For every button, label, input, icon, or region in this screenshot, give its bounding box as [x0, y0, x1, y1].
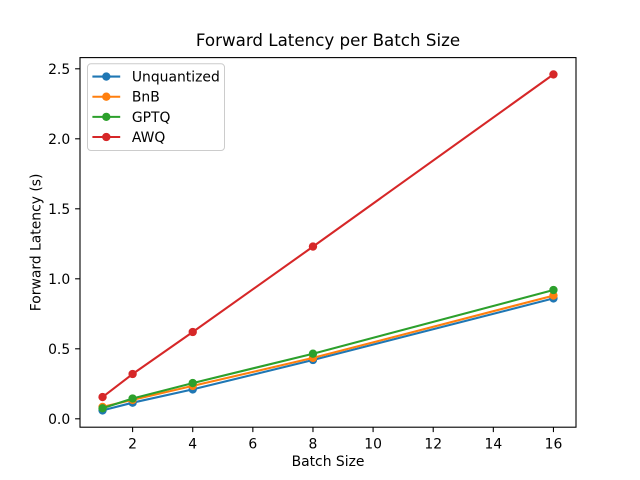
x-tick-label: 8: [309, 436, 318, 452]
series-marker-awq: [549, 70, 558, 79]
y-axis-label: Forward Latency (s): [29, 174, 45, 312]
series-marker-gptq: [549, 285, 558, 295]
x-axis-label: Batch Size: [292, 454, 365, 470]
y-tick-label: 1.0: [48, 272, 70, 288]
legend-handle-marker: [102, 92, 111, 101]
legend-label: GPTQ: [132, 110, 171, 126]
legend-frame: [87, 63, 225, 151]
legend-handle-marker: [102, 132, 111, 142]
plot-border: [79, 57, 577, 428]
series-marker-gptq: [308, 349, 318, 358]
legend-label: BnB: [132, 90, 160, 106]
legend-label: Unquantized: [132, 70, 220, 86]
series-marker-awq: [98, 392, 107, 402]
legend-layer: Unquantized BnB GPTQ AWQ: [87, 63, 225, 151]
legend-handle-marker: [102, 72, 111, 81]
y-tick-label: 0.5: [48, 342, 70, 358]
series-marker-gptq: [188, 378, 197, 388]
series-marker-gptq: [98, 404, 107, 413]
x-tick-label: 2: [128, 436, 137, 452]
x-tick-label: 6: [248, 436, 257, 452]
y-tick-label: 2.0: [48, 132, 70, 148]
x-tick-label: 12: [424, 436, 442, 452]
legend-label: AWQ: [132, 130, 165, 146]
series-marker-awq: [128, 369, 137, 379]
x-tick-label: 14: [484, 436, 502, 452]
x-tick-label: 4: [188, 436, 197, 452]
x-tick-label: 10: [364, 436, 382, 452]
y-tick-label: 1.5: [48, 202, 70, 218]
series-marker-awq: [308, 242, 318, 251]
legend-handle-marker: [102, 112, 111, 122]
y-tick-label: 0.0: [48, 412, 70, 428]
series-marker-gptq: [128, 394, 137, 403]
series-layer: [98, 70, 558, 415]
y-tick-label: 2.5: [48, 62, 70, 78]
axes-layer: 2 4 6 8 10 12 14 16 0.0 0.5 1.0 1.5 2.0 2.5: [48, 57, 577, 452]
chart-title: Forward Latency per Batch Size: [196, 30, 460, 50]
series-marker-awq: [188, 327, 197, 337]
x-tick-label: 16: [545, 436, 563, 452]
